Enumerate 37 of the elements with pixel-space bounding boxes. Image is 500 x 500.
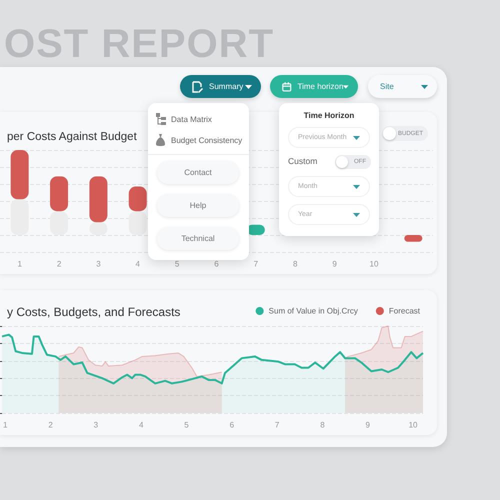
annotation: Contact [157, 161, 239, 184]
x-tick-label: 10 [408, 420, 418, 430]
bar [10, 150, 29, 200]
x-tick-label: 5 [174, 260, 180, 268]
x-tick-label: 3 [96, 260, 102, 268]
annotation: Help [157, 194, 239, 217]
text: Time Horizon [302, 111, 356, 120]
x-tick-label: 8 [320, 420, 326, 430]
x-tick-label: 7 [274, 420, 280, 430]
text: Summary [209, 82, 244, 91]
x-tick-label: 4 [138, 420, 144, 430]
x-tick-label: 6 [230, 420, 235, 430]
x-tick-label: 1 [17, 260, 22, 268]
annotation: Technical [157, 227, 239, 250]
chart-title: y Costs, Budgets, and Forecasts [7, 305, 180, 319]
x-tick-label: 2 [48, 420, 54, 430]
x-tick-label: 10 [370, 260, 379, 268]
x-tick-label: 7 [254, 260, 259, 268]
x-tick-label: 1 [3, 420, 8, 430]
text: Site [380, 82, 394, 91]
x-tick-label: 6 [214, 260, 220, 268]
x-tick-label: 5 [184, 420, 190, 430]
legend-label: Forecast [388, 306, 421, 316]
x-tick-label: 3 [94, 420, 99, 430]
x-tick-label: 2 [56, 260, 62, 268]
x-tick-label: 9 [332, 260, 338, 268]
x-tick-label: 4 [136, 260, 141, 268]
annotation: Custom [288, 156, 318, 166]
x-tick-label: 9 [365, 420, 370, 430]
x-tick-label: 8 [293, 260, 298, 268]
text: Time horizon [298, 82, 344, 91]
chart-title: per Costs Against Budget [7, 131, 138, 143]
bar [50, 176, 68, 212]
text: Budget Consistency [171, 136, 242, 144]
legend-label: Sum of Value in Obj.Crcy [268, 306, 358, 316]
text: Data Matrix [171, 114, 212, 124]
bar [89, 176, 108, 222]
